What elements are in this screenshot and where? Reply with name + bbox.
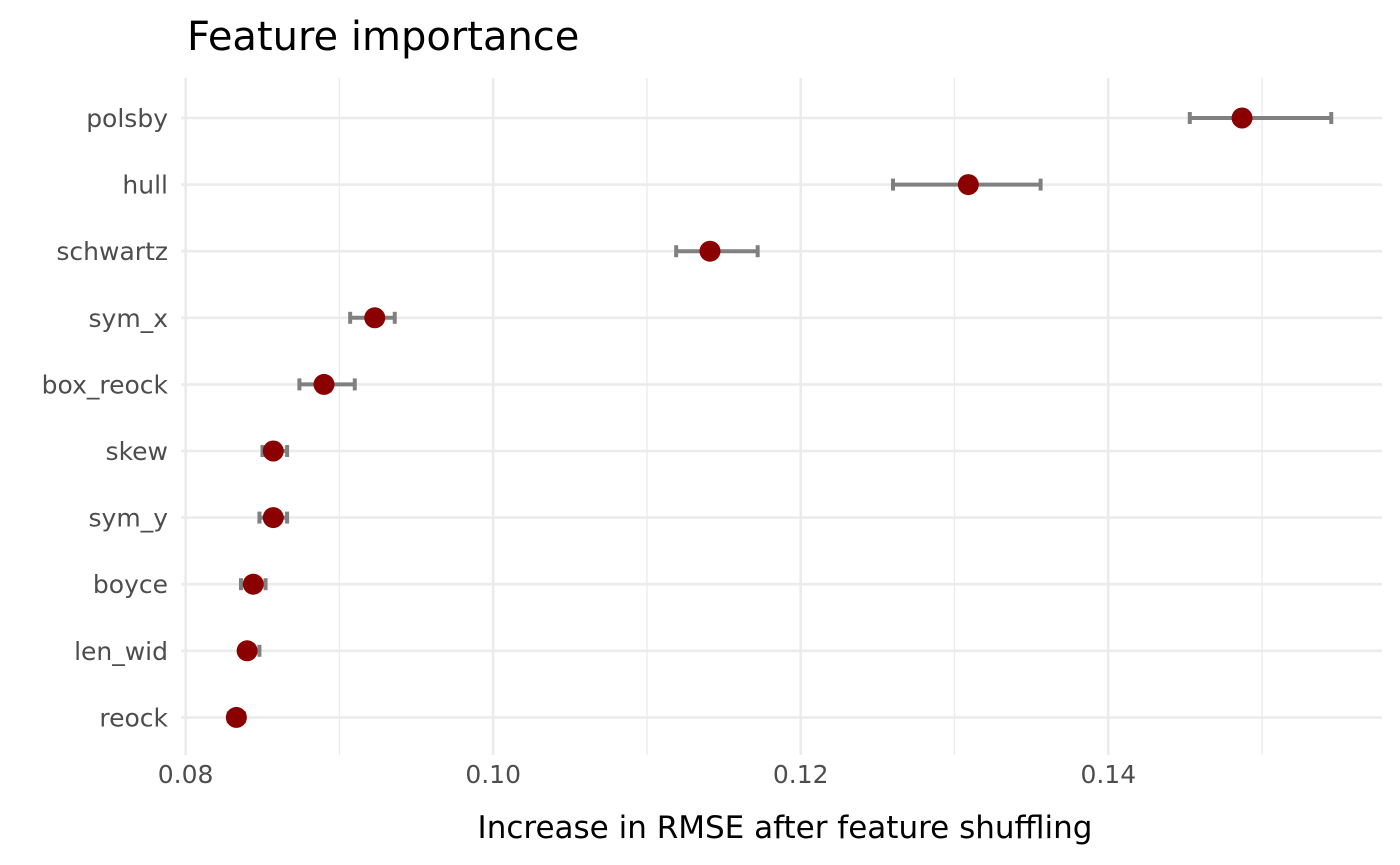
x-axis-tick-labels: 0.08 0.10 0.12 0.14	[158, 760, 1136, 789]
x-axis-label: Increase in RMSE after feature shuffling	[478, 810, 1093, 846]
x-tick-label-2: 0.12	[773, 760, 829, 789]
y-tick-label-hull: hull	[122, 171, 168, 200]
chart-title: Feature importance	[187, 14, 579, 60]
point-len_wid	[236, 640, 258, 662]
y-tick-label-schwartz: schwartz	[56, 237, 168, 266]
y-tick-label-len_wid: len_wid	[74, 637, 168, 666]
point-skew	[262, 440, 284, 462]
point-hull	[957, 174, 979, 196]
y-tick-label-box_reock: box_reock	[42, 370, 169, 399]
x-tick-label-3: 0.14	[1080, 760, 1136, 789]
error-bars	[226, 112, 1334, 724]
x-tick-label-1: 0.10	[465, 760, 521, 789]
x-tick-label-0: 0.08	[158, 760, 214, 789]
y-tick-label-skew: skew	[106, 437, 168, 466]
grid	[181, 78, 1382, 755]
y-tick-label-sym_x: sym_x	[89, 304, 168, 333]
y-tick-label-sym_y: sym_y	[89, 504, 169, 533]
point-schwartz	[699, 240, 721, 262]
point-polsby	[1231, 107, 1253, 129]
point-sym_y	[262, 507, 284, 529]
data-points	[225, 107, 1253, 728]
y-tick-label-polsby: polsby	[86, 104, 168, 133]
y-tick-label-boyce: boyce	[93, 570, 168, 599]
point-boyce	[242, 573, 264, 595]
point-sym_x	[364, 307, 386, 329]
point-reock	[225, 706, 247, 728]
point-box_reock	[313, 373, 335, 395]
y-tick-label-reock: reock	[99, 703, 168, 732]
error-bar-polsby	[1187, 112, 1334, 124]
